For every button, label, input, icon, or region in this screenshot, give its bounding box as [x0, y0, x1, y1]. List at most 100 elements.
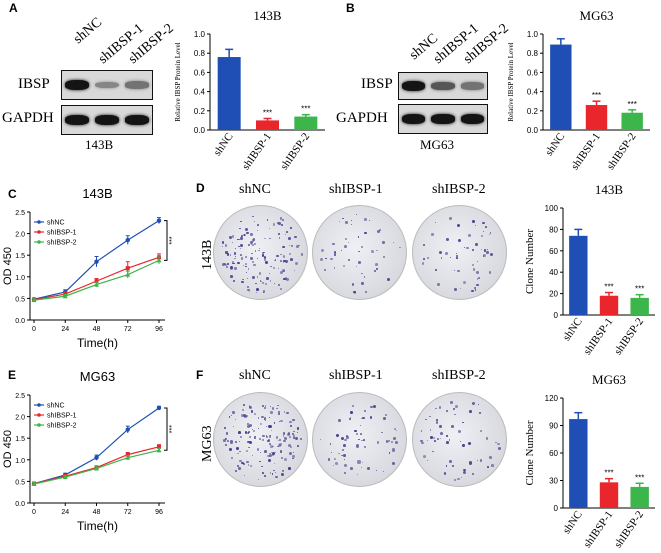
- data-point: [94, 259, 99, 264]
- colony-dot: [246, 278, 249, 280]
- colony-dot: [480, 430, 483, 433]
- colony-dot: [278, 267, 280, 269]
- colony-dot: [249, 424, 253, 428]
- colony-dot: [246, 460, 249, 463]
- y-tick-label: 30: [549, 477, 558, 486]
- colony-dot: [268, 227, 271, 230]
- panel-label-a: A: [9, 1, 18, 15]
- colony-dot: [463, 246, 465, 248]
- colony-dot: [293, 430, 295, 433]
- colony-dot: [250, 465, 252, 467]
- colony-dot: [269, 273, 271, 275]
- colony-dot: [239, 247, 242, 250]
- colony-dot: [355, 213, 357, 215]
- colony-dot: [263, 417, 266, 420]
- colony-dot: [264, 419, 266, 421]
- colony-dot: [361, 282, 364, 285]
- colony-dot: [472, 220, 476, 224]
- blot-caption: MG63: [420, 137, 454, 152]
- colony-dot: [244, 263, 247, 266]
- x-tick-label: shIBSP-2: [605, 131, 639, 172]
- colony-dot: [229, 236, 233, 240]
- y-tick-label: 0.0: [15, 501, 25, 508]
- colony-dot: [256, 291, 258, 293]
- colony-dot: [272, 445, 274, 448]
- colony-dot: [257, 428, 260, 430]
- chart-d-clone-number: 143B Clone Number 0 20 40 60 80 100 shNC *** shIBS…: [524, 182, 655, 357]
- colony-dot: [278, 421, 280, 423]
- y-tick-label: 2.0: [15, 415, 25, 422]
- colony-dot: [232, 235, 235, 238]
- colony-dot: [423, 257, 426, 260]
- colony-dot: [273, 260, 276, 262]
- colony-dot: [393, 437, 396, 440]
- colony-dot: [270, 406, 272, 408]
- colony-dot: [246, 450, 249, 453]
- colony-dot: [261, 281, 265, 284]
- colony-dot: [485, 437, 489, 440]
- colony-dot: [462, 421, 465, 424]
- colony-dot: [420, 430, 422, 432]
- colony-dot: [482, 231, 484, 233]
- colony-dot: [292, 451, 294, 453]
- colony-dot: [489, 232, 491, 234]
- colony-dot: [287, 432, 291, 435]
- colony-dot: [342, 449, 344, 452]
- colony-dot: [255, 287, 259, 291]
- colony-dot: [291, 457, 294, 460]
- colony-dot: [260, 280, 262, 282]
- colony-dot: [298, 244, 300, 247]
- bar: [599, 482, 619, 508]
- colony-dot: [222, 439, 226, 442]
- colony-dot: [421, 441, 424, 444]
- legend-label: shNC: [47, 403, 65, 410]
- bar: [621, 112, 643, 130]
- colony-dot: [283, 437, 287, 441]
- colony-dot: [350, 410, 353, 414]
- y-tick-label: 40: [549, 268, 558, 277]
- colony-dot: [241, 236, 243, 238]
- colony-dot: [267, 439, 271, 443]
- colony-dot: [276, 254, 279, 258]
- colony-dot: [289, 424, 293, 428]
- colony-dot: [381, 431, 383, 434]
- significance-label: ***: [604, 283, 613, 292]
- colony-dot: [237, 238, 239, 240]
- colony-dot: [250, 256, 254, 260]
- colony-dot: [449, 401, 453, 404]
- colony-dot: [420, 440, 423, 443]
- colony-dot: [283, 439, 286, 443]
- colony-dot: [427, 257, 430, 260]
- y-axis-label: Relative IBSP Protein Level: [174, 42, 182, 121]
- significance-bracket: [164, 220, 168, 261]
- colony-dot: [247, 464, 250, 466]
- data-point: [156, 257, 162, 263]
- colony-dot: [497, 446, 501, 450]
- x-tick-label: 48: [93, 326, 101, 333]
- colony-dot: [357, 460, 361, 464]
- colony-dot: [273, 282, 276, 285]
- colony-dot: [238, 245, 240, 248]
- bar: [630, 486, 649, 508]
- y-tick-label: 0.5: [15, 479, 25, 486]
- y-tick-label: 80: [549, 225, 558, 234]
- colony-dot: [489, 233, 491, 235]
- colony-dot: [269, 445, 273, 449]
- colony-dot: [245, 231, 249, 235]
- colony-dot: [325, 257, 327, 260]
- colony-dot: [254, 437, 256, 440]
- colony-dot: [231, 260, 235, 264]
- colony-dot: [393, 427, 396, 431]
- colony-dot: [440, 432, 443, 436]
- colony-dot: [259, 437, 262, 440]
- colony-column-header: shNC: [239, 182, 271, 197]
- colony-dot: [227, 262, 230, 265]
- colony-dot: [383, 416, 387, 420]
- colony-dot: [282, 432, 286, 435]
- colony-dot: [478, 277, 481, 280]
- colony-dot: [432, 450, 434, 453]
- colony-dot: [363, 276, 365, 278]
- colony-dot: [257, 417, 260, 419]
- colony-dot: [245, 228, 249, 232]
- colony-dot: [257, 258, 259, 260]
